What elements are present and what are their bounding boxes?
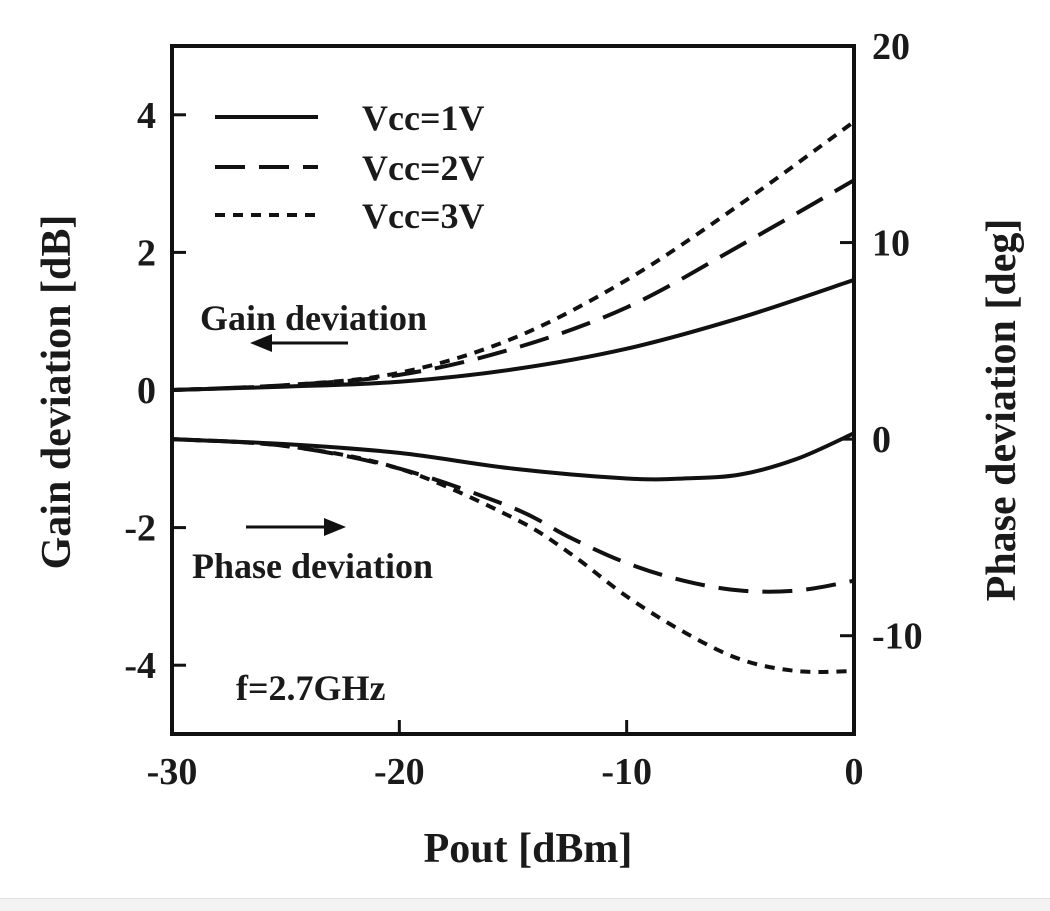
y-axis-left-title: Gain deviation [dB]	[34, 215, 80, 570]
y-right-tick-label: -10	[872, 616, 923, 658]
series-gain-vcc-3v	[171, 120, 856, 392]
x-tick-label: -10	[601, 751, 652, 793]
y-right-tick-label: 0	[872, 419, 891, 461]
gain-annotation-label: Gain deviation	[200, 298, 427, 338]
y-left-tick-label: 0	[137, 370, 156, 412]
series-phase-vcc-1v	[171, 431, 855, 482]
phase-annotation-label: Phase deviation	[192, 546, 433, 586]
plot-frame	[170, 44, 856, 736]
frequency-annotation: f=2.7GHz	[236, 668, 386, 708]
series-phase-vcc-3v	[171, 437, 855, 674]
legend-label-vcc-3v: Vcc=3V	[362, 196, 484, 236]
x-tick-label: 0	[845, 751, 864, 793]
legend: Vcc=1V Vcc=2V Vcc=3V	[215, 98, 484, 236]
x-axis-title: Pout [dBm]	[424, 826, 633, 872]
bottom-bar	[0, 898, 1050, 911]
series-phase-vcc-2v	[171, 437, 855, 594]
y-right-tick-label: 10	[872, 223, 910, 265]
phase-arrow-icon	[246, 518, 346, 536]
legend-label-vcc-1v: Vcc=1V	[362, 98, 484, 138]
y-axis-right-title: Phase deviation [deg]	[979, 219, 1025, 602]
y-right-tick-label: 20	[872, 26, 910, 68]
series-gain-vcc-2v	[171, 178, 855, 392]
y-left-tick-label: -2	[124, 508, 156, 550]
y-left-tick-label: 4	[137, 95, 156, 137]
gain-arrow-icon	[250, 334, 348, 352]
y-left-tick-label: 2	[137, 232, 156, 274]
x-tick-label: -20	[374, 751, 425, 793]
legend-label-vcc-2v: Vcc=2V	[362, 148, 484, 188]
y-left-tick-label: -4	[124, 645, 156, 687]
x-tick-label: -30	[147, 751, 198, 793]
